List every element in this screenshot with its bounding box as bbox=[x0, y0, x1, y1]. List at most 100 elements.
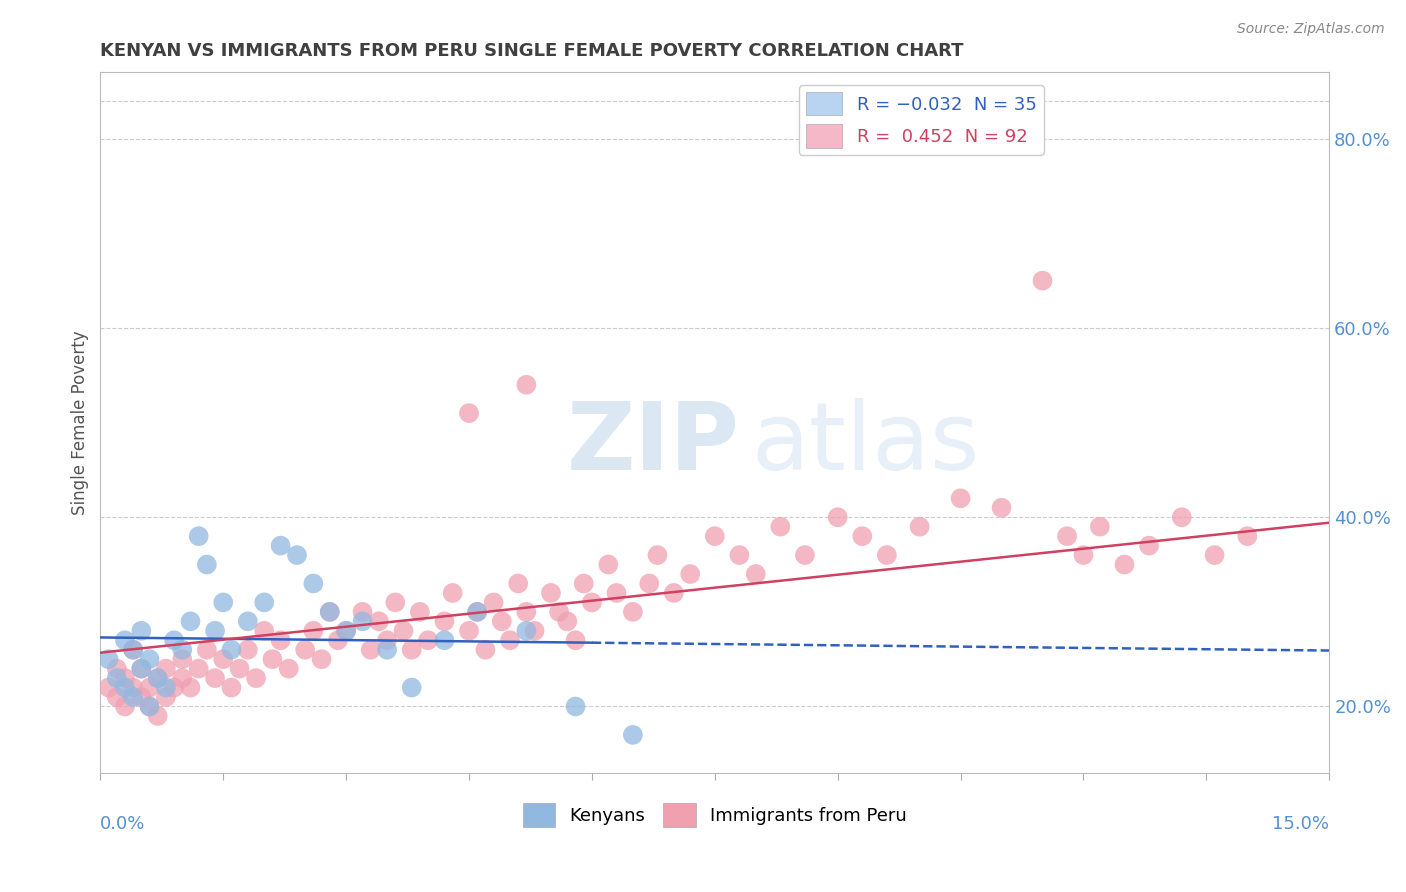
Point bbox=[1137, 539, 1160, 553]
Point bbox=[793, 548, 815, 562]
Text: 15.0%: 15.0% bbox=[1272, 814, 1329, 833]
Point bbox=[458, 624, 481, 638]
Point bbox=[311, 652, 333, 666]
Point bbox=[1088, 519, 1111, 533]
Point bbox=[581, 595, 603, 609]
Text: Source: ZipAtlas.com: Source: ZipAtlas.com bbox=[1237, 22, 1385, 37]
Point bbox=[270, 539, 292, 553]
Legend: Kenyans, Immigrants from Peru: Kenyans, Immigrants from Peru bbox=[516, 796, 914, 834]
Point bbox=[647, 548, 669, 562]
Point bbox=[1031, 274, 1053, 288]
Point bbox=[253, 595, 276, 609]
Point bbox=[728, 548, 751, 562]
Point bbox=[458, 406, 481, 420]
Text: KENYAN VS IMMIGRANTS FROM PERU SINGLE FEMALE POVERTY CORRELATION CHART: KENYAN VS IMMIGRANTS FROM PERU SINGLE FE… bbox=[100, 42, 965, 60]
Point bbox=[131, 662, 153, 676]
Point bbox=[236, 615, 259, 629]
Point bbox=[163, 681, 186, 695]
Point bbox=[621, 728, 644, 742]
Point bbox=[122, 642, 145, 657]
Point bbox=[155, 681, 177, 695]
Point bbox=[335, 624, 357, 638]
Point bbox=[155, 662, 177, 676]
Point bbox=[491, 615, 513, 629]
Point bbox=[1171, 510, 1194, 524]
Point bbox=[564, 699, 586, 714]
Point bbox=[138, 699, 160, 714]
Point bbox=[1236, 529, 1258, 543]
Point bbox=[401, 642, 423, 657]
Point bbox=[564, 633, 586, 648]
Point bbox=[392, 624, 415, 638]
Point bbox=[990, 500, 1012, 515]
Point bbox=[212, 652, 235, 666]
Point bbox=[319, 605, 342, 619]
Point bbox=[114, 633, 136, 648]
Point bbox=[465, 605, 488, 619]
Point bbox=[375, 633, 398, 648]
Point bbox=[187, 529, 209, 543]
Point bbox=[204, 624, 226, 638]
Point bbox=[508, 576, 530, 591]
Point bbox=[433, 633, 456, 648]
Point bbox=[105, 671, 128, 685]
Point bbox=[352, 615, 374, 629]
Text: 0.0%: 0.0% bbox=[100, 814, 146, 833]
Point bbox=[285, 548, 308, 562]
Point bbox=[441, 586, 464, 600]
Point bbox=[367, 615, 389, 629]
Point bbox=[131, 690, 153, 704]
Point bbox=[97, 681, 120, 695]
Point bbox=[679, 567, 702, 582]
Point bbox=[1073, 548, 1095, 562]
Point bbox=[277, 662, 299, 676]
Point bbox=[621, 605, 644, 619]
Point bbox=[302, 624, 325, 638]
Point bbox=[769, 519, 792, 533]
Point bbox=[876, 548, 898, 562]
Point bbox=[236, 642, 259, 657]
Point bbox=[908, 519, 931, 533]
Point bbox=[114, 681, 136, 695]
Point bbox=[605, 586, 627, 600]
Point bbox=[638, 576, 661, 591]
Point bbox=[409, 605, 432, 619]
Point bbox=[146, 671, 169, 685]
Point bbox=[326, 633, 349, 648]
Point bbox=[122, 690, 145, 704]
Point bbox=[557, 615, 579, 629]
Text: ZIP: ZIP bbox=[567, 398, 740, 490]
Point bbox=[270, 633, 292, 648]
Point bbox=[1114, 558, 1136, 572]
Point bbox=[221, 642, 243, 657]
Point bbox=[949, 491, 972, 506]
Point bbox=[195, 642, 218, 657]
Point bbox=[146, 709, 169, 723]
Point bbox=[433, 615, 456, 629]
Point bbox=[352, 605, 374, 619]
Point bbox=[745, 567, 768, 582]
Point bbox=[319, 605, 342, 619]
Point bbox=[212, 595, 235, 609]
Point bbox=[703, 529, 725, 543]
Point bbox=[114, 671, 136, 685]
Point bbox=[138, 681, 160, 695]
Point bbox=[172, 642, 194, 657]
Point bbox=[540, 586, 562, 600]
Point bbox=[523, 624, 546, 638]
Point bbox=[360, 642, 382, 657]
Point bbox=[465, 605, 488, 619]
Point bbox=[138, 699, 160, 714]
Point bbox=[245, 671, 267, 685]
Point bbox=[375, 642, 398, 657]
Point bbox=[572, 576, 595, 591]
Point bbox=[482, 595, 505, 609]
Point bbox=[228, 662, 250, 676]
Point bbox=[302, 576, 325, 591]
Point bbox=[416, 633, 439, 648]
Point bbox=[294, 642, 316, 657]
Point bbox=[172, 671, 194, 685]
Point bbox=[179, 615, 201, 629]
Y-axis label: Single Female Poverty: Single Female Poverty bbox=[72, 330, 89, 515]
Point bbox=[827, 510, 849, 524]
